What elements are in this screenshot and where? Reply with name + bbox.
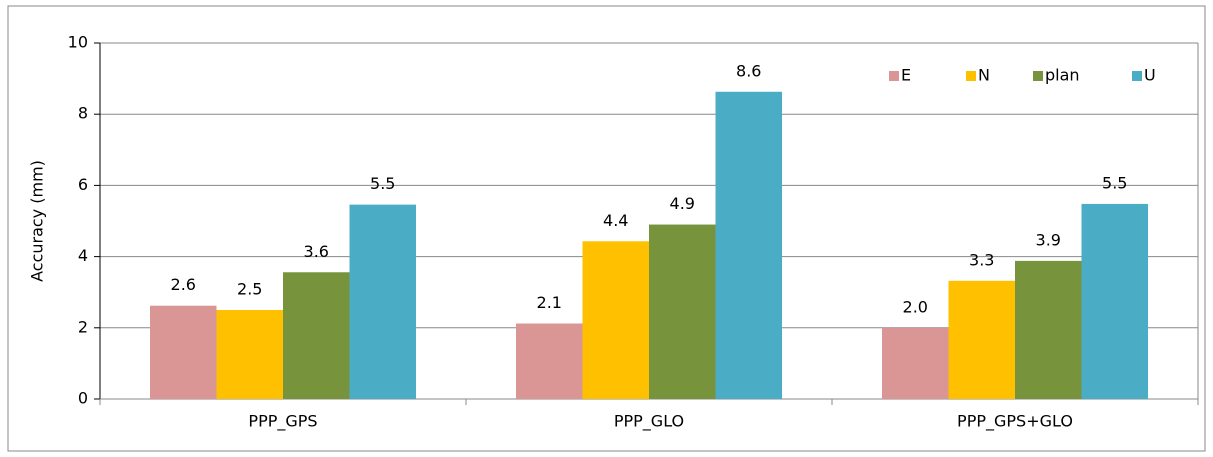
bar [283,272,350,399]
data-label: 3.6 [304,242,329,261]
bar [649,224,716,399]
data-label: 4.4 [603,211,628,230]
bar [882,327,949,399]
data-label: 2.5 [237,280,262,299]
data-label: 5.5 [370,174,395,193]
bar [216,310,283,399]
y-tick-label: 4 [78,246,88,265]
x-tick-label: PPP_GPS+GLO [957,412,1073,432]
legend-swatch [966,71,976,81]
bar [715,91,782,399]
bar [516,323,583,399]
y-tick-label: 10 [68,33,88,52]
data-label: 2.1 [537,293,562,312]
bar [349,204,416,399]
legend-label: U [1144,66,1156,85]
data-label: 2.6 [171,275,196,294]
data-label: 5.5 [1102,173,1127,192]
bar [150,305,217,399]
y-tick-label: 2 [78,317,88,336]
y-tick-label: 8 [78,104,88,123]
y-axis-title: Accuracy (mm) [28,160,47,282]
x-tick-label: PPP_GLO [614,412,684,432]
legend-label: E [901,66,911,85]
bar [582,241,649,399]
data-label: 8.6 [736,61,761,80]
y-tick-label: 6 [78,175,88,194]
legend-swatch [889,71,899,81]
data-label: 2.0 [903,297,928,316]
legend-label: N [978,66,990,85]
legend-swatch [1033,71,1043,81]
y-tick-label: 0 [78,389,88,408]
legend-swatch [1132,71,1142,81]
legend-label: plan [1045,66,1080,85]
bar [1081,203,1148,399]
data-label: 3.9 [1036,230,1061,249]
data-label: 3.3 [969,250,994,269]
bar [1015,260,1082,399]
x-tick-label: PPP_GPS [248,412,317,432]
data-label: 4.9 [670,194,695,213]
bar [948,280,1015,399]
